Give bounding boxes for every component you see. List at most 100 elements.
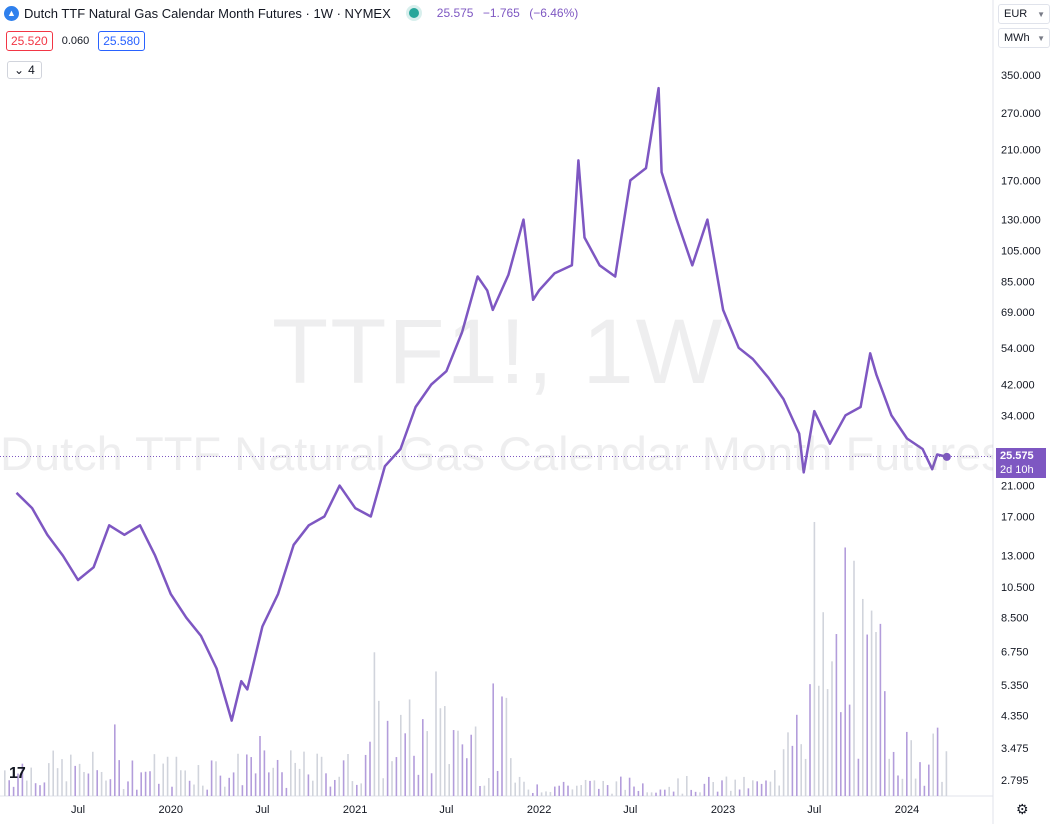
currency-select[interactable]: EUR ▼ [998, 4, 1050, 24]
volume-bar [65, 781, 68, 796]
volume-bar [250, 757, 252, 796]
volume-bar [888, 758, 890, 796]
volume-bar [30, 767, 32, 796]
volume-bar [34, 783, 37, 796]
volume-bar [263, 750, 266, 796]
volume-bar [479, 785, 481, 796]
price-info: 25.575 −1.765 (−6.46%) [437, 6, 584, 20]
time-axis-tick: 2023 [711, 804, 735, 816]
volume-bar [549, 791, 552, 796]
volume-bar [672, 791, 675, 796]
volume-bar [554, 786, 556, 796]
volume-bar [488, 778, 490, 796]
volume-bar [620, 776, 622, 796]
currency-value: EUR [1004, 8, 1028, 20]
price-axis: 350.000 270.000 210.000 170.000 130.000 105.0… [1001, 70, 1041, 787]
volume-bar [659, 789, 662, 796]
volume-bar [61, 759, 63, 796]
volume-bar [800, 744, 802, 796]
volume-bar [576, 785, 578, 796]
volume-bar [791, 745, 794, 796]
caret-down-icon: ▼ [1037, 33, 1045, 43]
volume-bar [294, 762, 296, 796]
time-axis-tick: Jul [255, 804, 269, 816]
volume-bar [202, 785, 204, 796]
price-axis-tick: 54.000 [1001, 343, 1035, 355]
tradingview-logo-icon[interactable]: 17 [9, 765, 26, 782]
volume-bar [404, 733, 406, 796]
volume-bar [796, 714, 798, 796]
volume-bar [870, 610, 873, 796]
settings-icon[interactable]: ⚙ [1016, 801, 1029, 817]
volume-bar [558, 785, 560, 796]
volume-bar [386, 720, 389, 796]
volume-bar [206, 789, 208, 796]
volume-bar [241, 785, 244, 796]
volume-bar [52, 750, 54, 796]
volume-bar [219, 775, 222, 796]
volume-bar [237, 753, 239, 796]
volume-bar [87, 773, 90, 796]
symbol-title[interactable]: Dutch TTF Natural Gas Calendar Month Fut… [24, 5, 391, 21]
volume-bar [210, 760, 213, 796]
volume-bar [738, 789, 741, 796]
indicators-toggle-button[interactable]: ⌄ 4 [7, 61, 42, 79]
price-axis-tick: 105.000 [1001, 246, 1041, 258]
volume-bar [857, 758, 860, 796]
sell-button[interactable]: 25.520 [6, 31, 53, 51]
volume-bar [4, 770, 6, 796]
unit-value: MWh [1004, 32, 1030, 44]
price-axis-tick: 69.000 [1001, 307, 1035, 319]
volume-bar [677, 778, 679, 796]
volume-bar [668, 786, 670, 796]
price-series-line [15, 86, 948, 722]
volume-bar [162, 763, 164, 796]
buy-button[interactable]: 25.580 [98, 31, 145, 51]
volume-bar [598, 788, 600, 796]
chart-header: ▲ Dutch TTF Natural Gas Calendar Month F… [0, 0, 584, 26]
volume-bar [127, 781, 129, 796]
time-axis-tick: 2021 [343, 804, 367, 816]
time-axis-tick: 2020 [158, 804, 182, 816]
volume-bar [215, 761, 217, 796]
volume-bar [338, 776, 340, 796]
volume-bar [831, 661, 833, 796]
volume-bar [92, 751, 94, 796]
volume-bar [897, 775, 899, 796]
volume-bar [422, 719, 424, 796]
volume-bar [945, 751, 948, 796]
price-axis-tick: 13.000 [1001, 551, 1035, 563]
last-price-dot [942, 452, 951, 461]
indicators-count: 4 [28, 63, 35, 77]
volume-bar [725, 776, 728, 796]
volume-bar [70, 754, 72, 796]
volume-bar [43, 782, 46, 796]
caret-down-icon: ▼ [1037, 9, 1045, 19]
volume-bar [360, 783, 362, 796]
price-axis-tick: 6.750 [1001, 646, 1029, 658]
price-axis-tick: 2.795 [1001, 775, 1029, 787]
price-axis-tick: 4.350 [1001, 710, 1029, 722]
volume-bar [840, 712, 842, 796]
price-axis-tick: 5.350 [1001, 680, 1029, 692]
volume-bar [734, 779, 736, 796]
volume-bar [593, 780, 596, 796]
spread-value: 0.060 [61, 35, 90, 47]
volume-bar [149, 771, 151, 796]
volume-bar [166, 756, 169, 796]
volume-bar [184, 770, 186, 796]
volume-bar [932, 733, 934, 796]
volume-bar [774, 770, 776, 796]
volume-bar [914, 778, 917, 796]
volume-bar [320, 756, 323, 796]
flame-icon[interactable]: ▲ [4, 5, 19, 21]
volume-bar [153, 754, 156, 796]
volume-bar [919, 762, 921, 796]
volume-bar [369, 741, 371, 796]
volume-bar [276, 759, 279, 796]
volume-bar [510, 758, 512, 796]
volume-bar [426, 731, 428, 796]
unit-select[interactable]: MWh ▼ [998, 28, 1050, 48]
time-axis-tick: Jul [71, 804, 85, 816]
